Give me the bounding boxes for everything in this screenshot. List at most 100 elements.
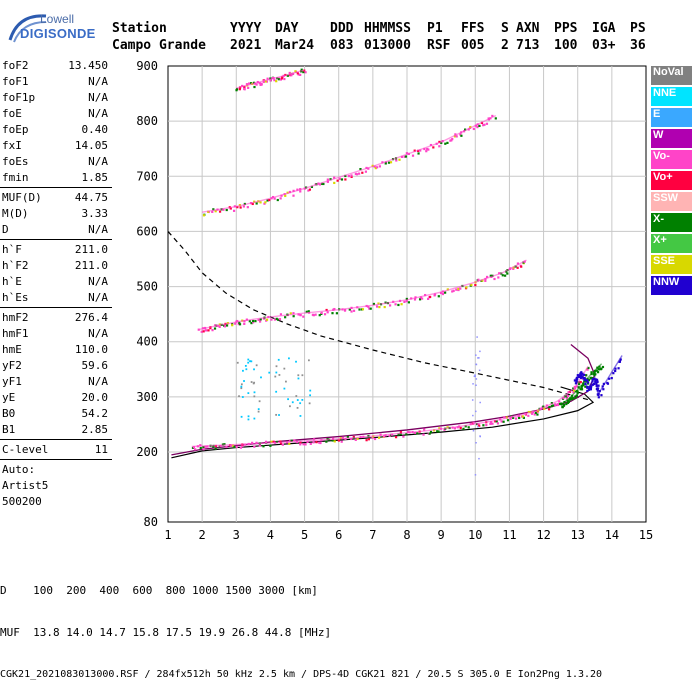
trace-point [243, 88, 246, 91]
trace-point [595, 378, 599, 381]
param-value: N/A [88, 375, 108, 388]
trace-point [581, 377, 584, 380]
param-name: B0 [2, 407, 16, 420]
param-row: h`F 211.0 [0, 242, 112, 258]
param-row: hmF1 N/A [0, 326, 112, 342]
trace-point [478, 124, 481, 128]
muf-line: MUF 13.8 14.0 14.7 15.8 17.5 19.9 26.8 4… [0, 626, 332, 639]
trace-point [394, 303, 397, 306]
param-name: h`F2 [2, 259, 29, 272]
trace-point [455, 135, 458, 138]
trace-point [482, 124, 485, 127]
trace-point [253, 445, 256, 448]
trace-point [288, 442, 291, 445]
trace-point [218, 210, 222, 213]
trace-point [275, 317, 278, 320]
param-value: 211.0 [74, 259, 108, 272]
trace-point [290, 439, 293, 442]
trace-point [425, 150, 428, 153]
trace-point [312, 441, 315, 444]
trace-point [373, 165, 376, 168]
legend-item-w-swatch: W [651, 129, 692, 148]
trace-point [347, 175, 351, 178]
noise-point [291, 401, 294, 404]
trace-point [262, 80, 265, 84]
trace-point [533, 413, 536, 416]
trace-point [580, 384, 583, 388]
trace-point [202, 330, 205, 333]
noise-point [247, 415, 250, 418]
trace-point [312, 314, 315, 317]
trace-point [579, 373, 582, 376]
trace-point [331, 439, 334, 442]
trace-point [574, 396, 577, 399]
trace-point [343, 308, 347, 312]
trace-point [432, 146, 435, 149]
trace-point [202, 214, 206, 217]
param-name: yE [2, 391, 16, 404]
trace-point [584, 385, 587, 388]
noise-point [475, 441, 477, 444]
trace-point [596, 387, 600, 390]
trace-point [512, 416, 515, 419]
noise-point [479, 401, 481, 404]
header-value-0: Campo Grande [112, 38, 206, 53]
trace-point [318, 314, 321, 317]
trace-point [377, 436, 381, 439]
x-tick-label: 2 [199, 528, 206, 542]
trace-point [214, 210, 217, 213]
trace-point [251, 441, 254, 444]
trace-point [601, 365, 605, 369]
trace-point [258, 82, 261, 85]
trace-point [618, 360, 622, 363]
param-row: fxI 14.05 [0, 138, 112, 154]
noise-point [260, 376, 262, 379]
trace-point [413, 298, 417, 301]
y-tick-label: 500 [136, 280, 158, 294]
trace-point [582, 373, 586, 376]
trace-point [501, 274, 504, 277]
header-value-7: 2 [501, 38, 509, 53]
trace-point [214, 447, 217, 450]
trace-point [550, 404, 553, 408]
trace-point [202, 448, 205, 451]
trace-point [318, 183, 322, 186]
trace-point [270, 318, 273, 321]
trace-point [450, 139, 453, 142]
param-value: 11 [94, 443, 108, 456]
trace-point [485, 122, 489, 125]
trace-point [377, 302, 380, 305]
trace-point [286, 74, 289, 77]
trace-point [614, 367, 617, 370]
trace-point [403, 300, 406, 303]
trace-line [560, 363, 603, 406]
trace-point [225, 324, 229, 327]
noise-point [296, 406, 299, 409]
trace-point [279, 440, 282, 443]
trace-point [310, 185, 314, 188]
trace-point [354, 438, 357, 442]
trace-point [453, 135, 457, 138]
trace-point [283, 77, 286, 81]
trace-point [500, 420, 503, 423]
y-tick-label: 700 [136, 169, 158, 183]
trace-point [336, 179, 339, 182]
x-tick-label: 8 [403, 528, 410, 542]
trace-point [297, 313, 300, 316]
noise-point [253, 417, 256, 420]
noise-point [475, 363, 477, 366]
distance-line: D 100 200 400 600 800 1000 1500 3000 [km… [0, 584, 318, 597]
trace-point [292, 189, 295, 192]
trace-point [246, 206, 249, 209]
param-value: 14.05 [74, 139, 108, 152]
trace-point [247, 86, 250, 89]
trace-point [587, 379, 590, 382]
param-row: foF2 13.450 [0, 58, 112, 74]
trace-point [235, 445, 238, 449]
trace-point [459, 426, 462, 430]
trace-point [204, 445, 207, 448]
trace-point [296, 72, 299, 75]
trace-point [207, 329, 210, 332]
noise-point [476, 336, 478, 338]
trace-point [321, 182, 324, 185]
